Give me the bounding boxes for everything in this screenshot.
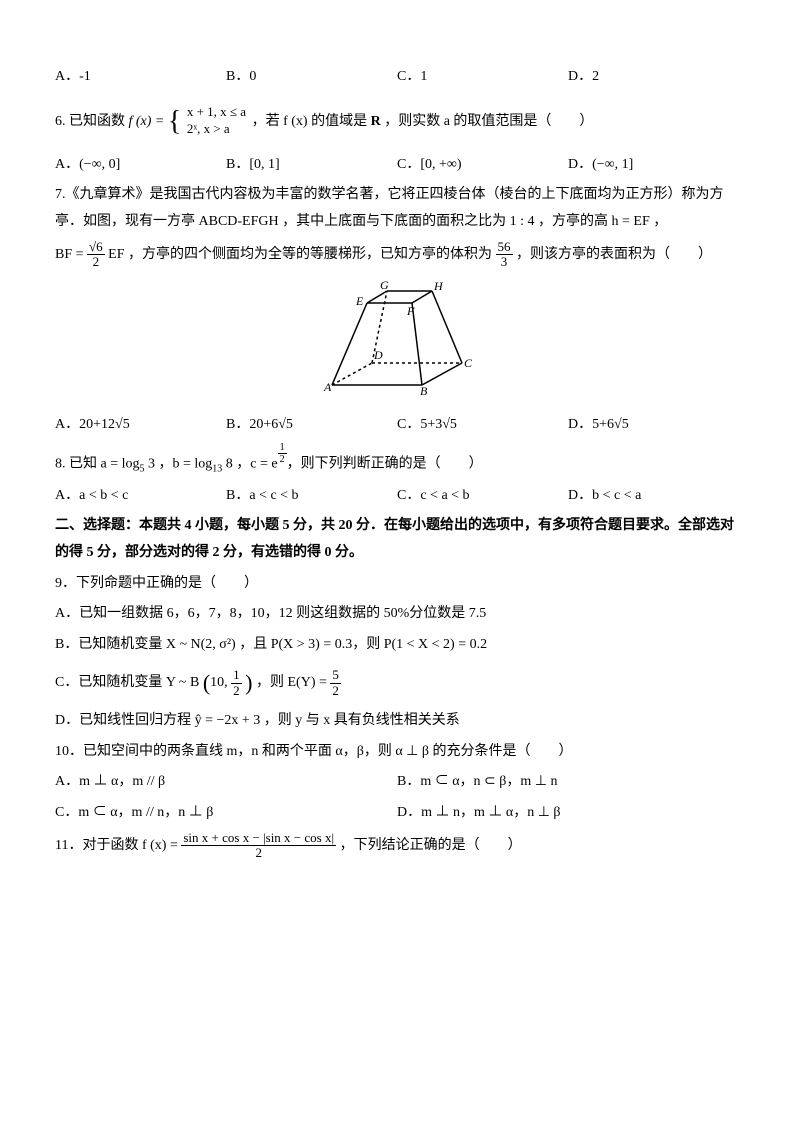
q9-c-frac: 12 bbox=[231, 668, 242, 698]
q6-opt-b: B．[0, 1] bbox=[226, 152, 397, 179]
q7-options: A．20+12√5 B．20+6√5 C．5+3√5 D．5+6√5 bbox=[55, 412, 739, 439]
q8-opt-b: B．a < c < b bbox=[226, 483, 397, 510]
q7-opt-d: D．5+6√5 bbox=[568, 412, 739, 439]
q8-d: ，则下列判断正确的是（ ） bbox=[287, 457, 483, 472]
q11-b: ，下列结论正确的是（ ） bbox=[340, 838, 522, 853]
label-H: H bbox=[433, 279, 444, 293]
q7-opt-c: C．5+3√5 bbox=[397, 412, 568, 439]
q7-figure: A B C D E F G H bbox=[55, 275, 739, 406]
label-F: F bbox=[406, 304, 415, 318]
label-A: A bbox=[323, 380, 332, 394]
q9-opt-a: A．已知一组数据 6，6，7，8，10，12 则这组数据的 50%分位数是 7.… bbox=[55, 601, 739, 628]
rparen-icon: ) bbox=[245, 670, 252, 695]
label-C: C bbox=[464, 356, 473, 370]
q10-row2: C．m ⊂ α，m // n，n ⊥ β D．m ⊥ n，m ⊥ α，n ⊥ β bbox=[55, 800, 739, 827]
label-G: G bbox=[380, 278, 389, 292]
q9-c2: ，则 E(Y) = bbox=[256, 675, 330, 690]
q7-l2c: ，则该方亭的表面积为（ ） bbox=[516, 247, 712, 262]
frustum-diagram: A B C D E F G H bbox=[312, 275, 482, 395]
q9-opt-c: C．已知随机变量 Y ~ B (10, 12 ) ，则 E(Y) = 52 bbox=[55, 662, 739, 704]
q6-text-suffix: ，则实数 a 的取值范围是（ ） bbox=[384, 113, 593, 128]
q11-frac: sin x + cos x − |sin x − cos x| 2 bbox=[181, 831, 336, 861]
q8-opt-a: A．a < b < c bbox=[55, 483, 226, 510]
q9-opt-b: B．已知随机变量 X ~ N(2, σ²) ，且 P(X > 3) = 0.3，… bbox=[55, 632, 739, 659]
q7-vol-den: 3 bbox=[496, 255, 513, 269]
q10-opt-c: C．m ⊂ α，m // n，n ⊥ β bbox=[55, 800, 397, 827]
q8-options: A．a < b < c B．a < c < b C．c < a < b D．b … bbox=[55, 483, 739, 510]
q7-bf-num: √6 bbox=[87, 240, 105, 255]
q6-text-prefix: 6. 已知函数 bbox=[55, 113, 125, 128]
q10-stem: 10．已知空间中的两条直线 m，n 和两个平面 α，β，则 α ⊥ β 的充分条… bbox=[55, 739, 739, 766]
q9-c1: C．已知随机变量 Y ~ B bbox=[55, 675, 199, 690]
q8-a: 8. 已知 a = log bbox=[55, 457, 140, 472]
q7-opt-a: A．20+12√5 bbox=[55, 412, 226, 439]
q7-line2: BF = √6 2 EF ，方亭的四个侧面均为全等的等腰梯形，已知方亭的体积为 … bbox=[55, 240, 739, 270]
q8-c: 8 ，c = e bbox=[222, 457, 277, 472]
q9-c-rfrac: 52 bbox=[330, 668, 341, 698]
q6-R: R bbox=[371, 113, 381, 128]
q6-piecewise: x + 1, x ≤ a 2ˣ, x > a bbox=[185, 104, 248, 138]
q10-opt-a: A．m ⊥ α，m // β bbox=[55, 769, 397, 796]
q7-opt-b: B．20+6√5 bbox=[226, 412, 397, 439]
label-D: D bbox=[373, 348, 383, 362]
q5-opt-b: B．0 bbox=[226, 64, 397, 91]
q6-piece2: 2ˣ, x > a bbox=[185, 121, 248, 138]
q6-opt-a: A．(−∞, 0] bbox=[55, 152, 226, 179]
q9-c-p1: 10, bbox=[210, 675, 228, 690]
q8-stem: 8. 已知 a = log5 3 ，b = log13 8 ，c = e12，则… bbox=[55, 442, 739, 478]
q7-bf-frac: √6 2 bbox=[87, 240, 105, 270]
q8-exp: 12 bbox=[278, 442, 287, 465]
q5-opt-c: C．1 bbox=[397, 64, 568, 91]
q6-opt-c: C．[0, +∞) bbox=[397, 152, 568, 179]
q7-line1: 7.《九章算术》是我国古代内容极为丰富的数学名著，它将正四棱台体（棱台的上下底面… bbox=[55, 182, 739, 235]
q5-opt-a: A．-1 bbox=[55, 64, 226, 91]
q10-opt-d: D．m ⊥ n，m ⊥ α，n ⊥ β bbox=[397, 800, 739, 827]
q5-opt-d: D．2 bbox=[568, 64, 739, 91]
q8-b: 3 ，b = log bbox=[145, 457, 213, 472]
q10-row1: A．m ⊥ α，m // β B．m ⊂ α，n ⊂ β，m ⊥ n bbox=[55, 769, 739, 796]
label-B: B bbox=[420, 384, 428, 395]
q6-piece1: x + 1, x ≤ a bbox=[185, 104, 248, 121]
q6-stem: 6. 已知函数 f (x) = { x + 1, x ≤ a 2ˣ, x > a… bbox=[55, 95, 739, 148]
q8-opt-d: D．b < c < a bbox=[568, 483, 739, 510]
q11-stem: 11．对于函数 f (x) = sin x + cos x − |sin x −… bbox=[55, 831, 739, 861]
q6-func-lhs: f (x) = bbox=[129, 113, 168, 128]
q7-vol-num: 56 bbox=[496, 240, 513, 255]
section2-header: 二、选择题：本题共 4 小题，每小题 5 分，共 20 分．在每小题给出的选项中… bbox=[55, 513, 739, 566]
q9-opt-d: D．已知线性回归方程 ŷ = −2x + 3 ，则 y 与 x 具有负线性相关关… bbox=[55, 708, 739, 735]
q7-bf-den: 2 bbox=[87, 255, 105, 269]
q8-sub2: 13 bbox=[212, 464, 222, 475]
q10-opt-b: B．m ⊂ α，n ⊂ β，m ⊥ n bbox=[397, 769, 739, 796]
q11-a: 11．对于函数 f (x) = bbox=[55, 838, 181, 853]
q6-text-mid: ，若 f (x) 的值域是 bbox=[252, 113, 368, 128]
q5-options: A．-1 B．0 C．1 D．2 bbox=[55, 64, 739, 91]
brace-icon: { bbox=[168, 106, 181, 137]
q6-options: A．(−∞, 0] B．[0, 1] C．[0, +∞) D．(−∞, 1] bbox=[55, 152, 739, 179]
label-E: E bbox=[355, 294, 364, 308]
q11-den: 2 bbox=[181, 846, 336, 860]
q7-l2b: EF ，方亭的四个侧面均为全等的等腰梯形，已知方亭的体积为 bbox=[108, 247, 495, 262]
q7-l2a: BF = bbox=[55, 247, 87, 262]
q11-num: sin x + cos x − |sin x − cos x| bbox=[181, 831, 336, 846]
q9-stem: 9．下列命题中正确的是（ ） bbox=[55, 571, 739, 598]
q8-opt-c: C．c < a < b bbox=[397, 483, 568, 510]
q7-vol-frac: 56 3 bbox=[496, 240, 513, 270]
q6-opt-d: D．(−∞, 1] bbox=[568, 152, 739, 179]
